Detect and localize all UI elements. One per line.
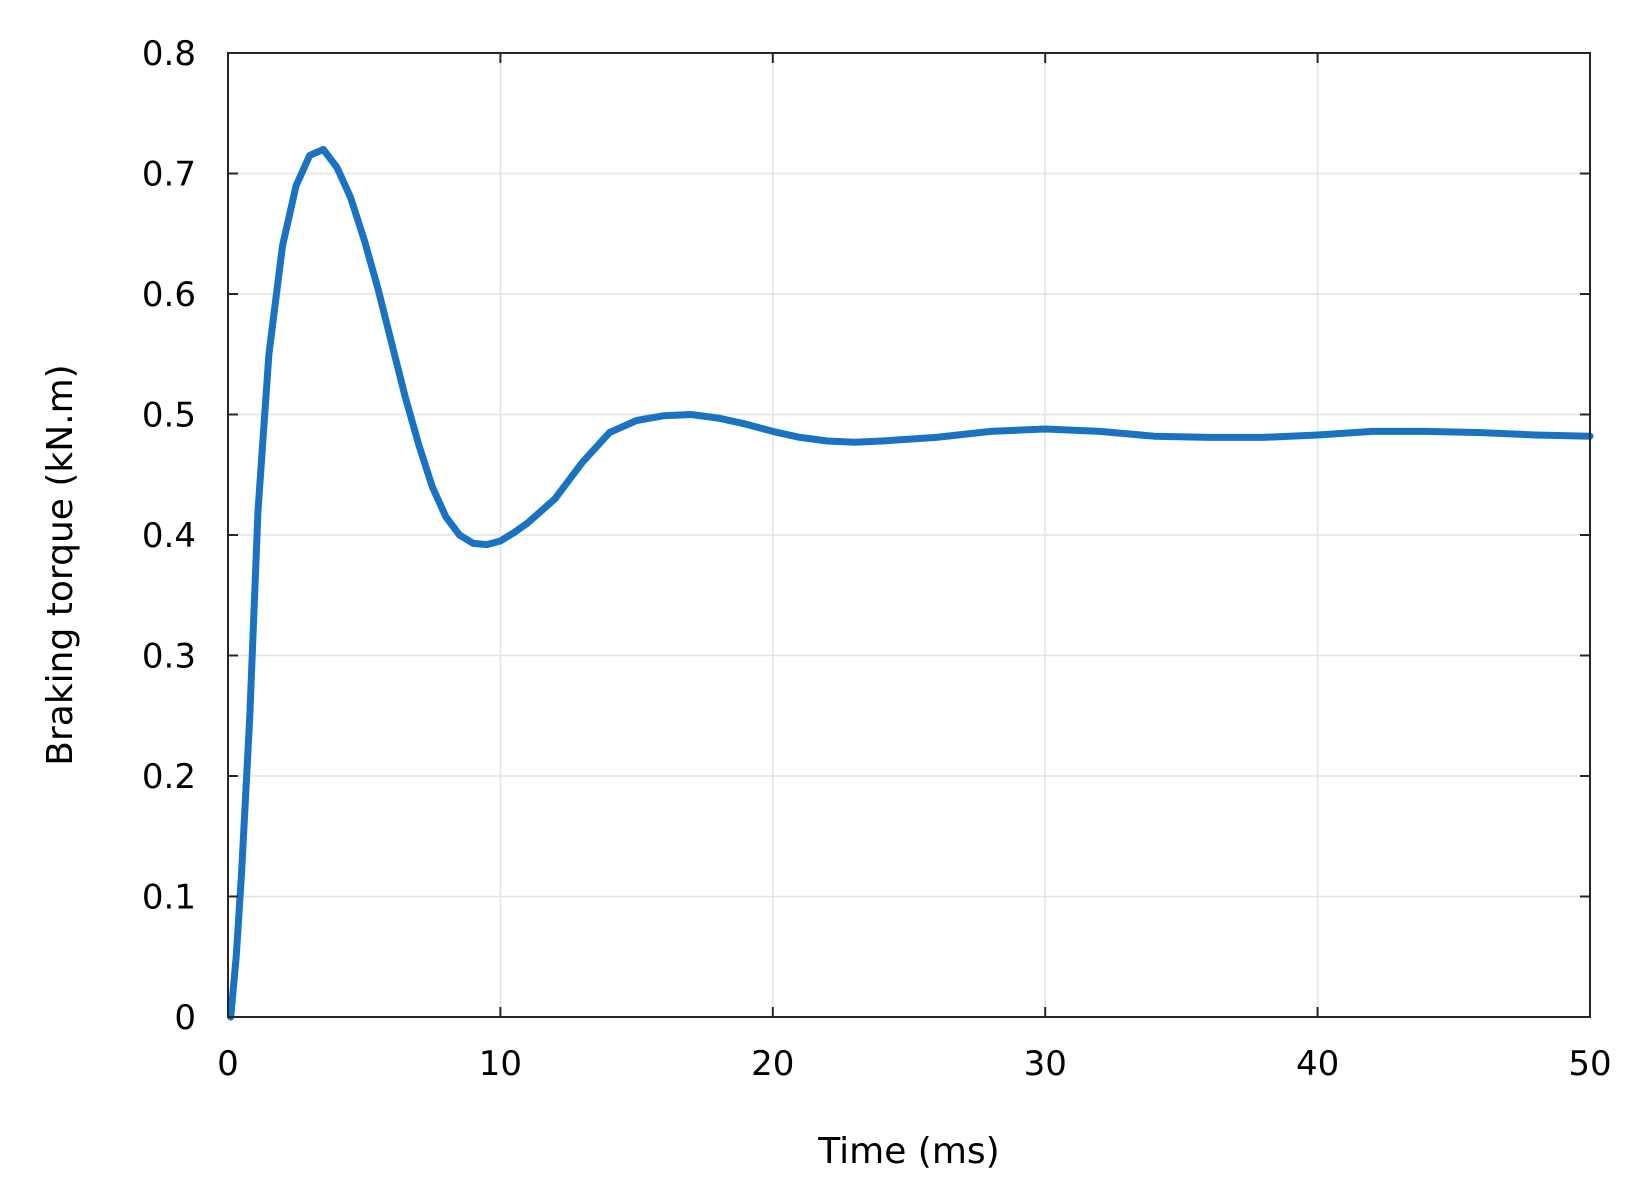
y-tick-label: 0.5 xyxy=(142,396,196,436)
x-tick-labels: 0 10 20 30 40 50 xyxy=(217,1044,1611,1084)
x-tick-label: 40 xyxy=(1296,1044,1339,1084)
y-tick-label: 0.8 xyxy=(142,34,196,74)
x-tick-label: 50 xyxy=(1568,1044,1611,1084)
x-tick-label: 20 xyxy=(751,1044,794,1084)
x-tick-label: 30 xyxy=(1024,1044,1067,1084)
y-tick-label: 0.7 xyxy=(142,155,196,195)
y-axis-label: Braking torque (kN.m) xyxy=(40,364,81,765)
y-tick-label: 0 xyxy=(174,998,196,1038)
y-tick-labels: 0 0.1 0.2 0.3 0.4 0.5 0.6 0.7 0.8 xyxy=(142,34,196,1038)
series-line-0 xyxy=(227,145,1594,1021)
grid xyxy=(228,53,1590,1017)
ticks xyxy=(227,52,1591,1018)
y-tick-label: 0.2 xyxy=(142,757,196,797)
y-tick-label: 0.3 xyxy=(142,637,196,677)
x-tick-label: 0 xyxy=(217,1044,239,1084)
series-group xyxy=(227,145,1594,1021)
y-tick-label: 0.1 xyxy=(142,878,196,918)
x-tick-label: 10 xyxy=(479,1044,522,1084)
y-tick-label: 0.4 xyxy=(142,516,196,556)
y-tick-label: 0.6 xyxy=(142,275,196,315)
x-axis-label: Time (ms) xyxy=(817,1131,999,1172)
